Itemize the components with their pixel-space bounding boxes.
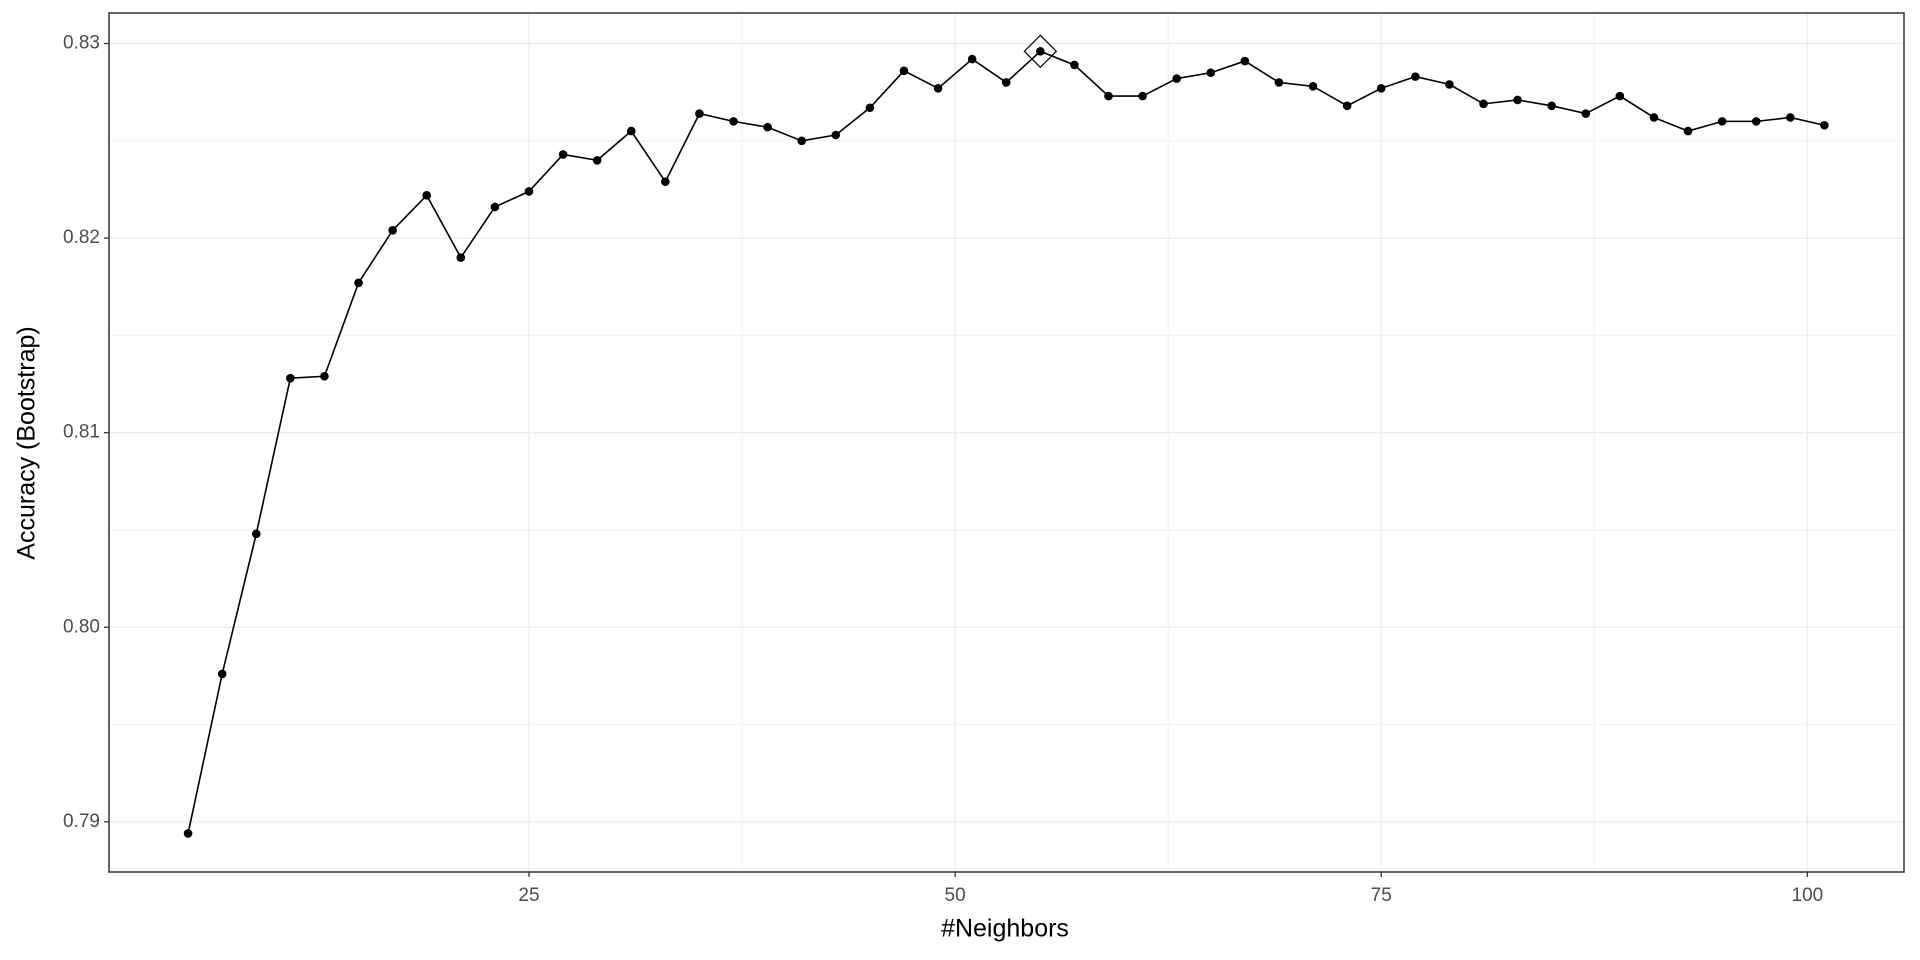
point [1547, 101, 1556, 111]
point [1683, 126, 1693, 136]
point [661, 177, 670, 186]
point [1376, 83, 1386, 93]
point [183, 829, 193, 838]
point [899, 66, 909, 76]
point [1820, 120, 1829, 130]
point [422, 191, 432, 200]
point [967, 54, 977, 64]
point [1206, 68, 1216, 78]
point [1615, 91, 1625, 101]
x-tick-label: 100 [1792, 885, 1824, 906]
point [1001, 78, 1011, 87]
point [354, 278, 363, 288]
x-tick-label: 75 [1371, 885, 1392, 906]
point [1411, 72, 1420, 81]
point [1138, 91, 1147, 101]
point [763, 122, 772, 132]
point [1036, 47, 1045, 56]
point [1308, 82, 1318, 91]
point [1479, 99, 1488, 109]
point [490, 202, 500, 212]
point [217, 669, 227, 679]
point [1274, 78, 1284, 87]
point [695, 109, 704, 118]
best-marker [1023, 34, 1058, 69]
x-tick-label: 50 [945, 885, 966, 906]
point [1786, 113, 1795, 122]
point [1240, 56, 1250, 66]
y-tick-label: 0.83 [63, 33, 100, 54]
y-tick-label: 0.82 [63, 227, 100, 248]
point [1342, 101, 1352, 111]
point [456, 253, 466, 262]
point [797, 136, 807, 146]
point [320, 371, 329, 381]
point [865, 103, 875, 113]
line [187, 50, 1825, 834]
point [388, 226, 397, 235]
y-tick-label: 0.79 [63, 811, 100, 832]
point [831, 130, 841, 140]
point [1649, 113, 1659, 122]
point [1070, 60, 1079, 70]
point [1172, 74, 1181, 83]
point [286, 373, 295, 383]
point [1751, 117, 1761, 126]
point [1104, 91, 1113, 101]
point [933, 83, 943, 93]
point [1445, 80, 1454, 89]
point [729, 117, 738, 126]
point [251, 529, 261, 539]
y-axis-title: Accuracy (Bootstrap) [13, 326, 41, 559]
y-tick-label: 0.81 [63, 422, 100, 443]
point [1581, 109, 1591, 118]
x-axis-title: #Neighbors [941, 915, 1069, 943]
point [1717, 117, 1727, 126]
panel-border [108, 12, 1905, 873]
point [626, 126, 636, 136]
point [592, 155, 602, 165]
point [1513, 95, 1522, 105]
point [524, 187, 534, 196]
x-tick-label: 25 [518, 885, 539, 906]
y-tick-label: 0.80 [63, 616, 100, 637]
point [558, 150, 568, 159]
